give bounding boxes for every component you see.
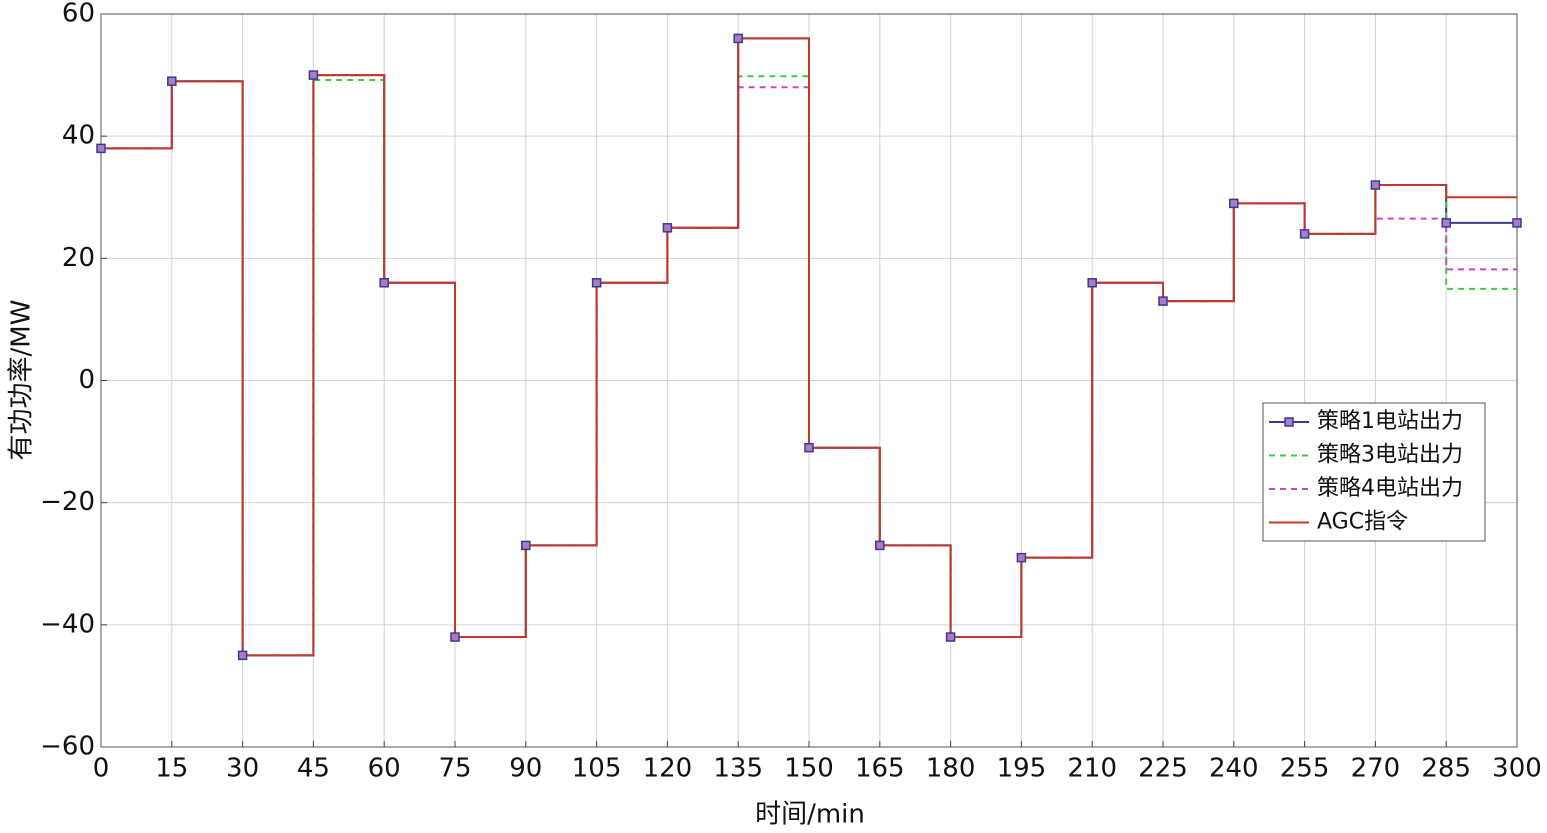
data-point — [1512, 218, 1522, 228]
y-tick-label: 0 — [78, 365, 95, 395]
data-point — [804, 442, 814, 453]
x-tick-label: 195 — [997, 754, 1047, 784]
data-point — [167, 76, 177, 86]
legend-label: 策略4电站出力 — [1317, 476, 1463, 501]
legend-marker — [1284, 417, 1294, 427]
data-point — [1441, 218, 1451, 228]
plot-frame — [100, 13, 1518, 748]
data-point — [1299, 229, 1310, 239]
y-tick-label: −40 — [40, 609, 95, 639]
legend-label: AGC指令 — [1317, 510, 1408, 535]
data-point — [521, 540, 531, 551]
x-tick-label: 60 — [368, 754, 401, 784]
x-tick-label: 90 — [509, 754, 542, 784]
x-tick-label: 30 — [226, 754, 259, 784]
y-tick-label: −20 — [40, 487, 95, 517]
data-point — [308, 70, 319, 80]
data-point — [1016, 552, 1027, 563]
x-tick-label: 210 — [1067, 754, 1117, 784]
x-tick-label: 285 — [1421, 754, 1471, 784]
x-tick-label: 0 — [93, 754, 110, 784]
x-tick-label: 120 — [643, 754, 693, 784]
data-point — [96, 143, 106, 154]
x-tick-label: 270 — [1351, 754, 1401, 784]
y-tick-label: 20 — [62, 243, 95, 273]
x-tick-label: 180 — [926, 754, 976, 784]
x-tick-label: 135 — [713, 754, 763, 784]
x-tick-label: 105 — [572, 754, 622, 784]
series-line — [101, 37, 1517, 657]
y-tick-label: −60 — [40, 732, 95, 762]
x-tick-label: 240 — [1209, 754, 1259, 784]
x-tick-label: 300 — [1492, 754, 1542, 784]
data-point — [875, 540, 885, 551]
x-tick-label: 255 — [1280, 754, 1330, 784]
x-tick-label: 75 — [438, 754, 471, 784]
x-tick-label: 45 — [297, 754, 330, 784]
data-point — [945, 632, 956, 642]
data-point — [1158, 296, 1168, 306]
data-point — [1370, 180, 1381, 190]
data-point — [733, 33, 743, 44]
y-axis-label: 有功功率/MW — [7, 300, 37, 461]
x-axis-label: 时间/min — [755, 800, 865, 830]
y-tick-label: 60 — [62, 0, 95, 29]
data-point — [379, 278, 389, 288]
legend-label: 策略3电站出力 — [1317, 443, 1463, 468]
legend-box — [1262, 402, 1486, 542]
data-point — [237, 650, 248, 661]
y-tick-label: 40 — [62, 121, 95, 151]
data-point — [1229, 198, 1239, 209]
data-point — [1087, 278, 1097, 288]
data-point — [591, 278, 602, 288]
x-tick-label: 165 — [855, 754, 905, 784]
x-tick-label: 15 — [155, 754, 188, 784]
data-point — [450, 632, 460, 642]
legend-label: 策略1电站出力 — [1317, 409, 1463, 434]
x-tick-label: 225 — [1138, 754, 1188, 784]
x-tick-label: 150 — [784, 754, 834, 784]
data-point — [662, 223, 673, 233]
